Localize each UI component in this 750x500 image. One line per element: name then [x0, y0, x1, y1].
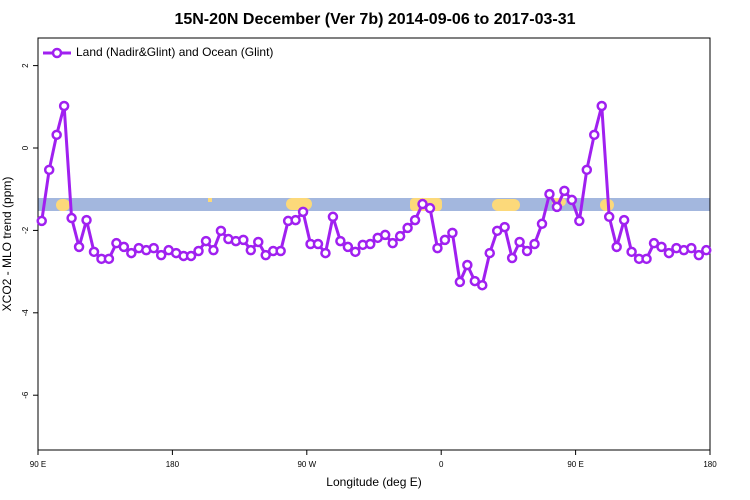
- point: [693, 249, 705, 261]
- x-tick-label: 180: [166, 460, 180, 469]
- x-tick-label: 90 E: [30, 460, 46, 469]
- point: [641, 253, 652, 265]
- point: [118, 241, 130, 253]
- x-tick-label: 90 W: [297, 460, 316, 469]
- point: [477, 279, 488, 291]
- point: [536, 218, 548, 230]
- point: [462, 259, 473, 271]
- point: [484, 247, 495, 259]
- point: [521, 245, 533, 257]
- point: [499, 221, 510, 233]
- point: [350, 246, 361, 258]
- legend-marker: [51, 47, 63, 59]
- point: [103, 253, 115, 265]
- point: [424, 202, 436, 214]
- point: [701, 244, 712, 256]
- point: [245, 244, 257, 256]
- y-tick-label: 2: [21, 63, 30, 68]
- point: [551, 201, 563, 213]
- point: [43, 164, 55, 176]
- point: [574, 215, 585, 227]
- point: [686, 242, 697, 254]
- point: [297, 206, 309, 218]
- point: [514, 236, 525, 248]
- point: [409, 214, 421, 226]
- point: [611, 241, 622, 253]
- point: [155, 249, 167, 261]
- point: [66, 212, 77, 224]
- point: [626, 246, 637, 258]
- point: [618, 214, 630, 226]
- point: [559, 185, 570, 197]
- point: [387, 237, 398, 249]
- point: [432, 242, 443, 254]
- point: [185, 250, 197, 262]
- point: [88, 246, 100, 258]
- point: [529, 238, 540, 250]
- point: [36, 215, 47, 227]
- point: [335, 235, 346, 247]
- y-axis-label: XCO2 - MLO trend (ppm): [0, 177, 14, 312]
- point: [506, 252, 518, 264]
- point: [342, 241, 354, 253]
- point: [581, 164, 593, 176]
- point: [379, 229, 391, 241]
- point: [663, 247, 675, 259]
- point: [58, 100, 70, 112]
- point: [290, 214, 301, 226]
- point: [603, 211, 615, 223]
- point: [417, 198, 428, 210]
- point: [469, 275, 481, 287]
- point: [148, 242, 159, 254]
- plot-frame: [37, 37, 711, 451]
- point: [200, 235, 212, 247]
- point: [51, 129, 62, 141]
- point: [656, 241, 667, 253]
- x-tick-label: 0: [439, 460, 444, 469]
- y-tick-label: -4: [21, 309, 30, 317]
- point: [320, 247, 331, 259]
- point: [402, 222, 413, 234]
- point: [238, 234, 249, 246]
- point: [81, 214, 92, 226]
- legend-label: Land (Nadir&Glint) and Ocean (Glint): [76, 45, 273, 59]
- point: [589, 129, 600, 141]
- point: [208, 244, 219, 256]
- chart-title: 15N-20N December (Ver 7b) 2014-09-06 to …: [174, 11, 575, 28]
- point: [260, 249, 271, 261]
- point: [73, 241, 85, 253]
- point: [126, 247, 137, 259]
- point: [327, 211, 339, 223]
- point: [447, 227, 458, 239]
- point: [544, 188, 555, 200]
- point: [454, 276, 466, 288]
- point: [193, 245, 204, 257]
- y-tick-label: -6: [21, 391, 30, 399]
- y-tick-label: -2: [21, 226, 30, 234]
- series-line: [40, 105, 708, 288]
- point: [394, 230, 406, 242]
- point: [275, 245, 286, 257]
- y-tick-label: 0: [21, 145, 30, 150]
- x-tick-label: 90 E: [567, 460, 583, 469]
- point: [596, 100, 607, 112]
- point: [365, 238, 376, 250]
- x-tick-label: 180: [703, 460, 717, 469]
- point: [215, 225, 227, 237]
- x-axis-label: Longitude (deg E): [326, 475, 421, 489]
- point: [439, 234, 451, 246]
- point: [566, 194, 578, 206]
- point: [253, 236, 264, 248]
- point: [312, 238, 324, 250]
